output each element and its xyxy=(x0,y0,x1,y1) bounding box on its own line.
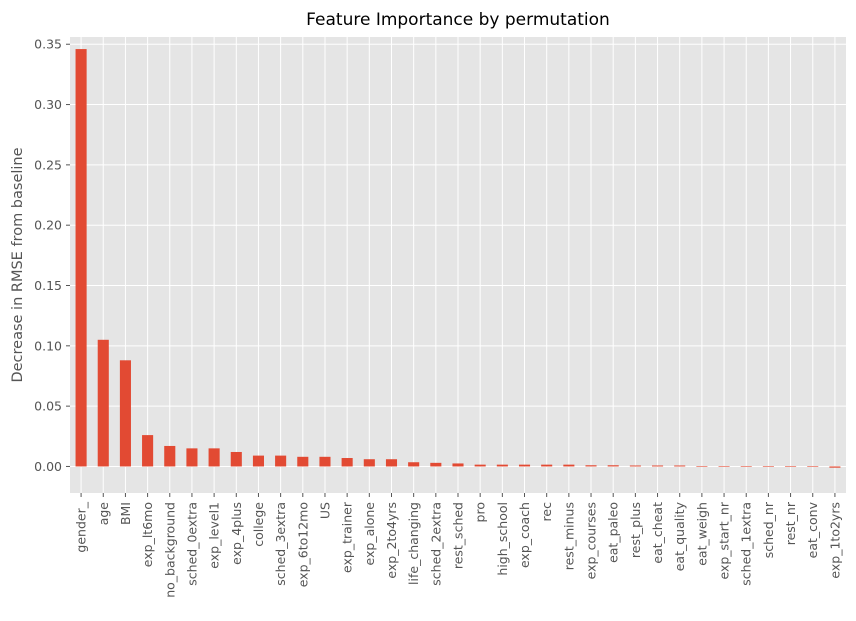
x-tick-label: rest_sched xyxy=(451,502,466,569)
y-tick-label: 0.20 xyxy=(34,218,62,233)
x-tick-label: exp_6to12mo xyxy=(295,502,310,587)
y-tick-label: 0.10 xyxy=(34,338,62,353)
x-tick-label: exp_start_nr xyxy=(717,501,732,579)
y-axis-ticks: 0.00 0.05 0.10 0.15 0.20 0.25 0.30 0.35 xyxy=(34,37,70,474)
x-tick-label: sched_nr xyxy=(761,501,776,558)
x-tick-label: eat_conv xyxy=(805,501,820,558)
x-tick-label: college xyxy=(251,502,266,547)
x-tick-label: no_background xyxy=(162,502,177,598)
chart-title: Feature Importance by permutation xyxy=(306,10,610,30)
x-tick-label: BMI xyxy=(118,502,133,525)
bar-pro xyxy=(474,464,486,467)
bar-rest_minus xyxy=(563,464,575,467)
bar-rec xyxy=(541,464,553,467)
bar-exp_trainer xyxy=(341,458,353,467)
x-tick-label: exp_alone xyxy=(362,502,377,566)
bar-exp_2to4yrs xyxy=(385,459,398,467)
x-tick-label: sched_3extra xyxy=(273,502,288,586)
bar-exp_lt6mo xyxy=(142,435,154,467)
x-tick-label: high_school xyxy=(495,502,510,576)
bar-eat_cheat xyxy=(652,465,664,467)
x-tick-label: exp_1to2yrs xyxy=(827,502,842,579)
y-axis-label: Decrease in RMSE from baseline xyxy=(10,147,26,382)
x-tick-label: exp_level1 xyxy=(207,502,222,569)
bar-high_school xyxy=(496,464,508,467)
bar-exp_courses xyxy=(585,465,597,467)
y-tick-label: 0.30 xyxy=(34,97,62,112)
bar-US xyxy=(319,456,331,467)
x-tick-label: eat_cheat xyxy=(650,502,665,564)
bar-eat_weigh xyxy=(696,466,708,467)
x-tick-label: rest_minus xyxy=(561,502,576,570)
bar-college xyxy=(252,455,264,467)
bar-sched_3extra xyxy=(275,455,287,467)
bar-sched_2extra xyxy=(430,462,442,467)
bar-exp_4plus xyxy=(230,451,242,467)
bar-rest_plus xyxy=(629,465,641,467)
x-tick-label: rest_plus xyxy=(628,502,643,558)
x-tick-label: US xyxy=(317,502,332,519)
x-tick-label: pro xyxy=(473,502,488,522)
bar-exp_6to12mo xyxy=(297,456,309,467)
y-tick-label: 0.25 xyxy=(34,157,62,172)
bar-rest_sched xyxy=(452,463,464,467)
bar-exp_coach xyxy=(518,464,531,467)
x-tick-label: eat_weigh xyxy=(694,502,709,566)
x-tick-label: exp_lt6mo xyxy=(140,502,155,567)
bar-no_background xyxy=(164,445,176,467)
bar-sched_0extra xyxy=(186,448,198,467)
x-tick-label: eat_paleo xyxy=(606,502,621,563)
y-tick-label: 0.35 xyxy=(34,37,62,52)
x-axis-ticks: gender_ age BMI exp_lt6mo no_background sched… xyxy=(74,493,842,598)
x-tick-label: rest_nr xyxy=(783,501,798,545)
bar-gender_ xyxy=(75,49,87,467)
x-tick-label: life_changing xyxy=(406,502,421,585)
bar-life_changing xyxy=(408,462,420,467)
x-tick-label: age xyxy=(96,502,111,526)
x-tick-label: exp_coach xyxy=(517,502,532,568)
bars xyxy=(75,49,841,468)
x-tick-label: sched_2extra xyxy=(428,502,443,586)
bar-rest_nr xyxy=(785,466,797,467)
x-tick-label: sched_0extra xyxy=(184,502,199,586)
bar-eat_paleo xyxy=(607,465,619,467)
x-tick-label: exp_4plus xyxy=(229,502,244,565)
x-tick-label: exp_2to4yrs xyxy=(384,502,399,579)
x-tick-label: rec xyxy=(539,502,554,522)
y-tick-label: 0.05 xyxy=(34,399,62,414)
x-tick-label: exp_courses xyxy=(584,502,599,579)
x-tick-label: gender_ xyxy=(74,501,89,552)
x-tick-label: eat_quality xyxy=(672,501,687,571)
bar-eat_conv xyxy=(807,466,819,467)
bar-sched_nr xyxy=(762,466,774,467)
bar-exp_level1 xyxy=(208,448,220,467)
bar-BMI xyxy=(119,360,131,467)
bar-exp_alone xyxy=(363,459,375,467)
bar-sched_1extra xyxy=(740,466,752,467)
y-tick-label: 0.15 xyxy=(34,278,62,293)
x-tick-label: exp_trainer xyxy=(340,501,355,573)
bar-age xyxy=(97,339,109,467)
bar-exp_start_nr xyxy=(718,466,730,467)
bar-eat_quality xyxy=(674,465,686,467)
bar-exp_1to2yrs xyxy=(829,466,841,468)
y-tick-label: 0.00 xyxy=(34,459,62,474)
x-tick-label: sched_1extra xyxy=(739,502,754,586)
